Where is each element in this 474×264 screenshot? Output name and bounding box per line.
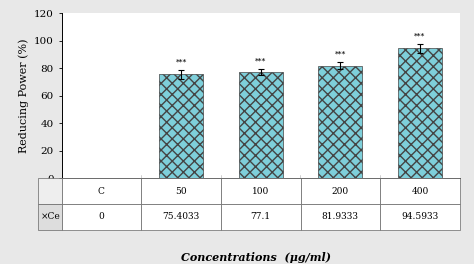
Text: ***: *** xyxy=(175,58,187,66)
Y-axis label: Reducing Power (%): Reducing Power (%) xyxy=(18,39,28,153)
Bar xyxy=(319,65,362,178)
Text: ***: *** xyxy=(255,58,266,66)
Bar xyxy=(398,48,442,178)
Text: ***: *** xyxy=(414,32,426,40)
Text: Concentrations  (μg/ml): Concentrations (μg/ml) xyxy=(181,252,331,263)
Bar xyxy=(239,72,283,178)
Text: ***: *** xyxy=(335,51,346,59)
Bar xyxy=(159,74,203,178)
